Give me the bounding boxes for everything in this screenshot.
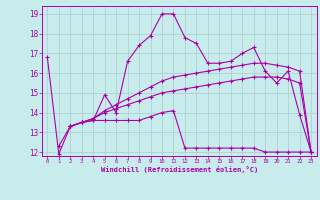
X-axis label: Windchill (Refroidissement éolien,°C): Windchill (Refroidissement éolien,°C)	[100, 166, 258, 173]
